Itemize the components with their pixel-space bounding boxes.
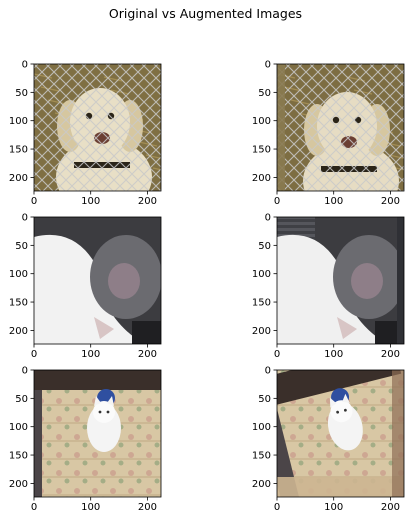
y-tick-label: 50 [258,241,271,252]
y-tick-label: 200 [252,173,271,184]
x-tick-label: 100 [324,196,343,207]
y-tick-label: 150 [252,451,271,462]
y-tick-label: 50 [15,394,28,405]
axes-frame [33,216,162,345]
fence-overlay [277,64,404,191]
image-panel [277,370,404,497]
image-panel [277,217,404,344]
x-tick-label: 200 [138,196,157,207]
axes-frame [276,63,405,192]
x-tick-label: 200 [138,502,157,513]
subplot-2-1: 0 100 200 0 50 100 150 200 [9,213,162,360]
y-tick-label: 50 [258,88,271,99]
x-tick-label: 0 [31,502,37,513]
y-tick-label: 0 [22,366,28,377]
y-tick-label: 150 [9,298,28,309]
x-tick-label: 0 [274,502,280,513]
y-tick-label: 150 [9,451,28,462]
y-tick-label: 200 [9,479,28,490]
y-tick-label: 100 [9,269,28,280]
x-tick-label: 0 [31,196,37,207]
image-panel [34,64,161,191]
y-tick-label: 100 [252,422,271,433]
axes-frame [276,369,405,498]
x-tick-label: 100 [324,349,343,360]
y-tick-label: 100 [9,116,28,127]
y-tick-label: 100 [9,422,28,433]
image-panel [277,64,404,191]
y-tick-label: 0 [22,60,28,71]
y-tick-label: 200 [252,326,271,337]
x-tick-label: 200 [138,349,157,360]
x-tick-label: 0 [274,196,280,207]
subplot-2-2: 0 100 200 0 50 100 150 200 [252,213,405,360]
x-tick-label: 100 [324,502,343,513]
x-tick-label: 100 [81,349,100,360]
x-tick-label: 100 [81,196,100,207]
y-tick-label: 150 [252,298,271,309]
y-tick-label: 0 [265,213,271,224]
subplot-1-1: 0 100 200 0 50 100 150 200 [9,60,162,207]
y-tick-label: 0 [22,213,28,224]
y-tick-label: 200 [9,326,28,337]
y-tick-label: 200 [252,479,271,490]
cat-white-fur [34,234,144,344]
x-tick-label: 200 [381,349,400,360]
y-tick-label: 150 [252,145,271,156]
image-panel [34,217,161,344]
axes-frame [33,369,162,498]
x-tick-label: 200 [381,196,400,207]
x-tick-label: 200 [381,502,400,513]
y-tick-label: 0 [265,60,271,71]
subplot-3-2: 0 100 200 0 50 100 150 200 [252,366,405,513]
axes-frame [33,63,162,192]
subplot-1-2: 0 100 200 0 50 100 150 200 [252,60,405,207]
x-tick-label: 0 [31,349,37,360]
y-tick-label: 100 [252,116,271,127]
x-tick-label: 100 [81,502,100,513]
cat-white-fur [277,234,387,344]
y-tick-label: 50 [258,394,271,405]
y-tick-label: 150 [9,145,28,156]
fence-overlay [34,64,161,191]
y-tick-label: 100 [252,269,271,280]
subplot-3-1: 0 100 200 0 50 100 150 200 [9,366,162,513]
y-tick-label: 50 [15,88,28,99]
figure-title: Original vs Augmented Images [108,6,303,21]
y-tick-label: 50 [15,241,28,252]
axes-frame [276,216,405,345]
furniture [34,370,161,390]
image-panel [34,370,161,497]
x-tick-label: 0 [274,349,280,360]
y-tick-label: 200 [9,173,28,184]
y-tick-label: 0 [265,366,271,377]
furniture [277,370,402,410]
